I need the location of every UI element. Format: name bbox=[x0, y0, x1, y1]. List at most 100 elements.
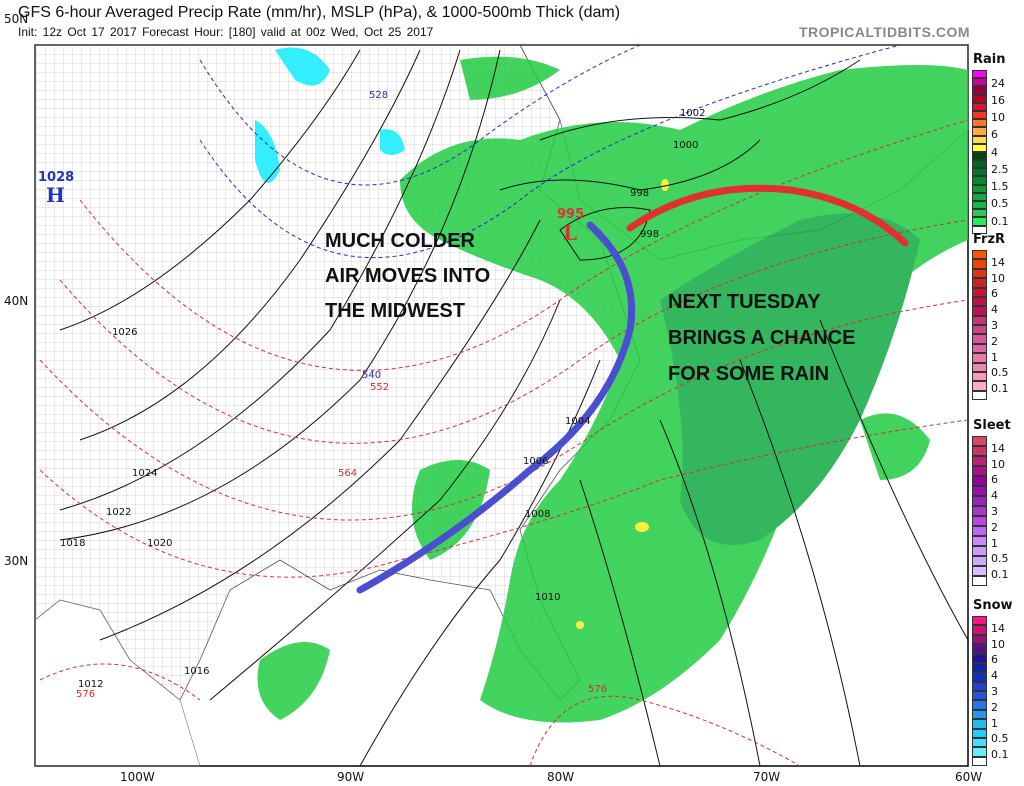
legend-swatch bbox=[972, 709, 987, 720]
legend-swatch bbox=[972, 526, 987, 536]
legend-swatch bbox=[972, 691, 987, 701]
svg-text:1002: 1002 bbox=[680, 108, 705, 119]
legend-label: 0.1 bbox=[991, 568, 1009, 582]
svg-text:1022: 1022 bbox=[106, 507, 131, 518]
legend-swatch bbox=[972, 700, 987, 710]
legend-swatch bbox=[972, 566, 987, 576]
legend-swatch bbox=[972, 728, 987, 738]
warm-front-line bbox=[626, 184, 909, 247]
legend-swatch bbox=[972, 625, 987, 635]
legend-swatch bbox=[972, 653, 987, 663]
legend-swatch bbox=[972, 259, 987, 269]
mexico-land bbox=[34, 599, 201, 767]
svg-text:1006: 1006 bbox=[523, 456, 548, 467]
svg-text:528: 528 bbox=[369, 90, 388, 101]
legend-swatch bbox=[972, 362, 987, 372]
thickness-labels: 528 540 552 564 576 576 bbox=[76, 90, 607, 700]
legend-swatch bbox=[972, 719, 987, 729]
legend-swatch bbox=[972, 371, 987, 382]
snow-area bbox=[255, 47, 405, 183]
svg-text:1012: 1012 bbox=[78, 679, 103, 690]
legend-label: 1.5 bbox=[991, 180, 1009, 194]
legend-label: 1 bbox=[991, 350, 998, 364]
svg-text:998: 998 bbox=[640, 229, 659, 240]
legend-label: 0.5 bbox=[991, 732, 1009, 746]
legend-label: 6 bbox=[991, 653, 998, 667]
legend-swatch bbox=[972, 576, 987, 586]
legend-label: 6 bbox=[991, 128, 998, 142]
brand-watermark[interactable]: TROPICALTIDBITS.COM bbox=[798, 24, 970, 40]
legend-swatch bbox=[972, 143, 987, 152]
svg-text:THE MIDWEST: THE MIDWEST bbox=[325, 300, 465, 322]
heavy-rain-spot bbox=[661, 179, 669, 191]
heavy-rain-spot bbox=[576, 621, 584, 629]
legend-title: Sleet bbox=[973, 418, 1011, 433]
svg-text:1004: 1004 bbox=[565, 416, 590, 427]
legend-swatch bbox=[972, 456, 987, 466]
legend-label: 14 bbox=[991, 255, 1005, 269]
svg-text:576: 576 bbox=[588, 684, 607, 695]
legend-frzr: FrzR 14 10 6 4 3 2 1 0.5 0.1 bbox=[972, 232, 1024, 400]
isobar-labels: 1026 1024 1022 1020 1018 1016 1012 1010 … bbox=[60, 108, 705, 690]
legend-label: 0.1 bbox=[991, 214, 1009, 228]
legend-label: 2 bbox=[991, 520, 998, 534]
thickness-contours bbox=[39, 44, 969, 767]
legend-swatch bbox=[972, 217, 987, 226]
legend-swatch bbox=[972, 446, 987, 456]
legend-swatch bbox=[972, 662, 987, 673]
legend-label: 2 bbox=[991, 334, 998, 348]
legend-label: 3 bbox=[991, 505, 998, 519]
high-pressure-symbol: H bbox=[46, 183, 65, 207]
lon-label: 60W bbox=[955, 770, 982, 784]
legend-label: 0.5 bbox=[991, 366, 1009, 380]
legend-swatch bbox=[972, 343, 987, 354]
legend-label: 16 bbox=[991, 93, 1005, 107]
legend-swatch bbox=[972, 737, 987, 748]
legend-swatch bbox=[972, 160, 987, 169]
legend-swatch bbox=[972, 135, 987, 144]
legend-swatch bbox=[972, 168, 987, 177]
svg-text:1000: 1000 bbox=[673, 140, 698, 151]
legend-label: 3 bbox=[991, 319, 998, 333]
legend-swatch bbox=[972, 70, 987, 79]
legend-label: 4 bbox=[991, 489, 998, 503]
precip-rain-area bbox=[257, 56, 968, 723]
legend-swatch bbox=[972, 102, 987, 111]
svg-text:NEXT TUESDAY: NEXT TUESDAY bbox=[668, 291, 821, 313]
legend-swatch bbox=[972, 306, 987, 316]
svg-text:MUCH COLDER: MUCH COLDER bbox=[325, 230, 476, 252]
svg-text:1020: 1020 bbox=[147, 538, 172, 549]
legend-label: 10 bbox=[991, 637, 1005, 651]
legend-swatch bbox=[972, 325, 987, 335]
legend-swatch bbox=[972, 476, 987, 486]
lat-label: 50N bbox=[4, 12, 28, 26]
legend-swatch bbox=[972, 151, 987, 161]
heavy-rain-spot bbox=[635, 522, 649, 532]
legend-swatch bbox=[972, 184, 987, 193]
legend-swatch bbox=[972, 268, 987, 279]
legend-label: 0.5 bbox=[991, 552, 1009, 566]
legend-label: 0.5 bbox=[991, 197, 1009, 211]
legend-swatch bbox=[972, 556, 987, 566]
legend-swatch bbox=[972, 496, 987, 506]
lat-label: 30N bbox=[4, 554, 28, 568]
legend-swatch bbox=[972, 287, 987, 297]
legend-swatch bbox=[972, 127, 987, 136]
legend-label: 0.1 bbox=[991, 382, 1009, 396]
svg-text:BRINGS A CHANCE: BRINGS A CHANCE bbox=[668, 327, 855, 349]
legend-swatch bbox=[972, 334, 987, 344]
legend-swatch bbox=[972, 315, 987, 325]
lon-label: 80W bbox=[547, 770, 574, 784]
legend-label: 10 bbox=[991, 111, 1005, 125]
legend-swatch bbox=[972, 644, 987, 654]
map-title: GFS 6-hour Averaged Precip Rate (mm/hr),… bbox=[18, 4, 621, 21]
legend-rain: Rain 24 16 10 6 4 2.5 1.5 0.5 0.1 bbox=[972, 52, 1024, 234]
svg-text:1026: 1026 bbox=[112, 327, 137, 338]
svg-text:576: 576 bbox=[76, 689, 95, 700]
svg-text:1018: 1018 bbox=[60, 538, 85, 549]
legend-swatch bbox=[972, 672, 987, 682]
cold-front-line bbox=[356, 221, 636, 594]
legend-swatch bbox=[972, 681, 987, 691]
legend-label: 3 bbox=[991, 685, 998, 699]
